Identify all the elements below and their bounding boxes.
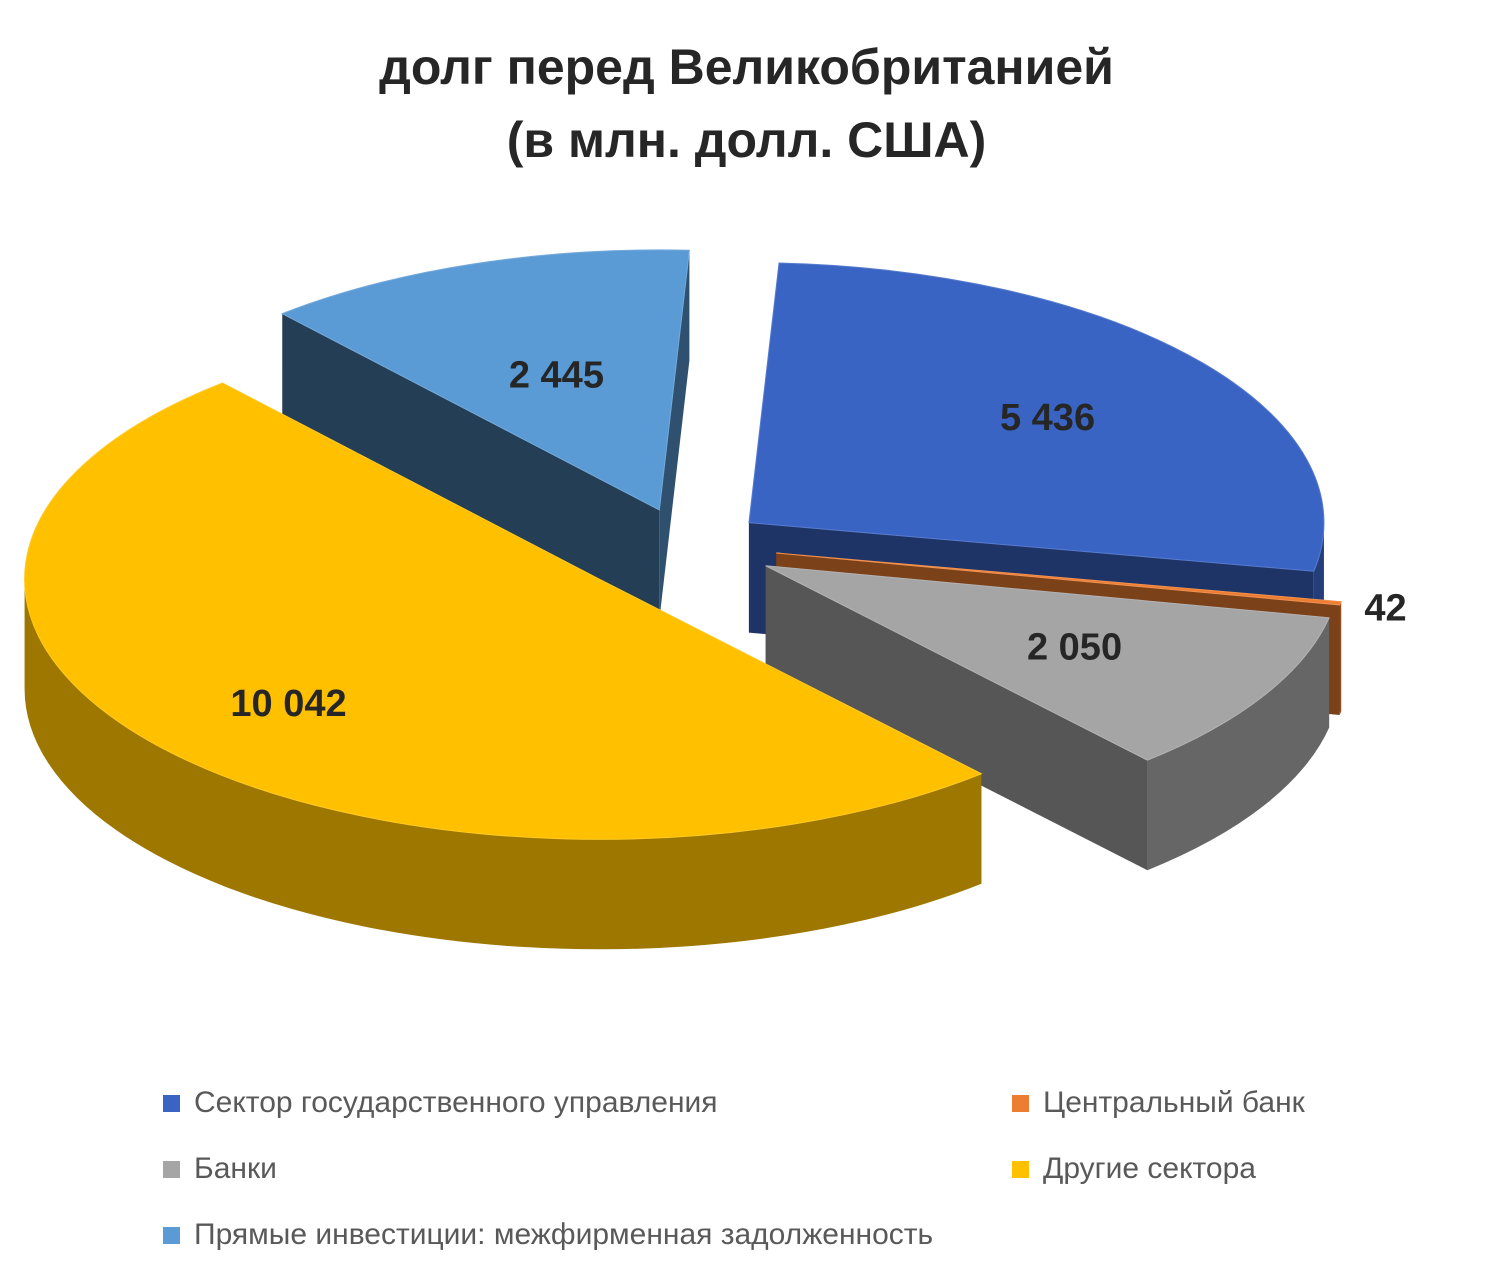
legend-label-government: Сектор государственного управления — [194, 1086, 718, 1119]
legend-swatch-central-bank — [1012, 1094, 1029, 1112]
legend-item-direct-investment: Прямые инвестиции: межфирменная задолжен… — [163, 1215, 933, 1255]
legend-label-central-bank: Центральный банк — [1043, 1086, 1305, 1119]
legend-swatch-banks — [163, 1160, 180, 1178]
pie-slice-direct-investment — [281, 249, 690, 620]
legend-swatch-direct-investment — [163, 1226, 180, 1244]
data-label-banks: 2 050 — [1027, 626, 1122, 668]
data-label-other-sectors: 10 042 — [230, 683, 346, 725]
legend-item-other-sectors: Другие сектора — [1012, 1149, 1256, 1189]
data-label-central-bank: 42 — [1364, 587, 1406, 629]
legend-item-government: Сектор государственного управления — [163, 1083, 718, 1123]
legend-item-banks: Банки — [163, 1149, 277, 1189]
pie-slice-top-government — [748, 262, 1325, 572]
pie-slice-rim-central-bank — [1339, 601, 1342, 716]
chart-title-line-2: (в млн. долл. США) — [506, 112, 987, 168]
data-label-government: 5 436 — [1000, 397, 1095, 439]
pie-slice-side-direct-investment — [282, 313, 660, 620]
pie-slice-rim-other-sectors — [24, 579, 982, 950]
pie-slice-side-direct-investment — [659, 250, 690, 620]
pie-slice-top-central-bank — [776, 552, 1342, 606]
pie-slice-rim-banks — [1147, 617, 1330, 871]
legend-swatch-government — [163, 1094, 180, 1112]
pie-slice-top-banks — [765, 565, 1330, 761]
data-label-direct-investment: 2 445 — [509, 355, 604, 397]
pie-slice-banks — [765, 565, 1330, 871]
legend-label-other-sectors: Другие сектора — [1043, 1152, 1256, 1185]
legend-label-banks: Банки — [194, 1152, 277, 1185]
pie-slice-side-banks — [765, 565, 1148, 871]
pie-slice-other-sectors — [24, 382, 983, 950]
legend-label-direct-investment: Прямые инвестиции: межфирменная задолжен… — [194, 1218, 934, 1251]
pie-slice-top-direct-investment — [281, 249, 690, 511]
chart-title-line-1: долг перед Великобританией — [379, 39, 1114, 95]
legend-item-central-bank: Центральный банк — [1012, 1083, 1305, 1123]
legend-swatch-other-sectors — [1012, 1160, 1029, 1178]
pie-slice-top-other-sectors — [24, 382, 983, 840]
